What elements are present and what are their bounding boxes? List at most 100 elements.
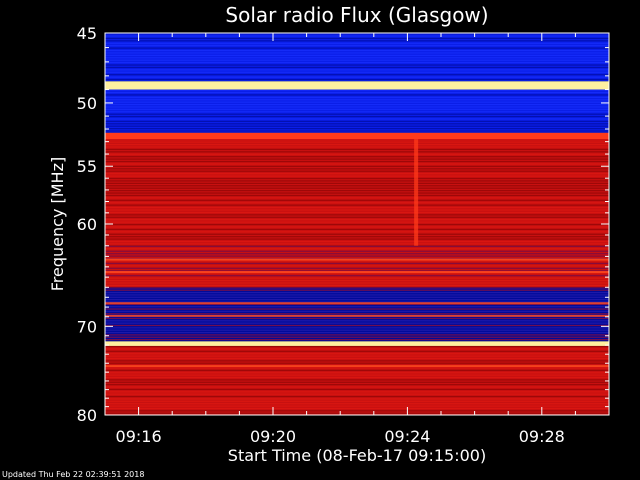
texture-row (105, 301, 609, 303)
texture-row (105, 299, 609, 301)
y-tick-label: 80 (77, 406, 97, 425)
texture-row (105, 219, 609, 221)
x-tick-label: 09:16 (116, 427, 162, 446)
texture-row (105, 199, 609, 201)
texture-row (105, 381, 609, 383)
texture-row (105, 170, 609, 172)
band-saturated (105, 81, 609, 90)
texture-row (105, 306, 609, 308)
texture-row (105, 190, 609, 192)
texture-row (105, 111, 609, 113)
texture-row (105, 231, 609, 233)
texture-row (105, 265, 609, 267)
texture-row (105, 103, 609, 106)
texture-row (105, 187, 609, 189)
texture-row (105, 294, 609, 296)
y-tick-label: 45 (77, 24, 97, 43)
texture-row (105, 233, 609, 235)
texture-row (105, 89, 609, 91)
texture-row (105, 148, 609, 151)
texture-row (105, 405, 609, 407)
texture-row (105, 407, 609, 410)
texture-row (105, 331, 609, 334)
texture-row (105, 180, 609, 182)
texture-row (105, 192, 609, 194)
texture-row (105, 130, 609, 132)
texture-row (105, 270, 609, 272)
texture-row (105, 357, 609, 360)
x-axis-label: Start Time (08-Feb-17 09:15:00) (228, 446, 486, 465)
texture-row (105, 49, 609, 52)
texture-row (105, 69, 609, 71)
texture-row (105, 345, 609, 348)
texture-row (105, 317, 609, 320)
texture-row (105, 185, 609, 187)
texture-row (105, 221, 609, 223)
texture-row (105, 308, 609, 310)
texture-row (105, 62, 609, 64)
texture-row (105, 374, 609, 376)
texture-row (105, 336, 609, 338)
texture-row (105, 113, 609, 115)
x-tick-label: 09:28 (519, 427, 565, 446)
texture-row (105, 287, 609, 289)
texture-row (105, 313, 609, 315)
texture-row (105, 47, 609, 49)
texture-row (105, 353, 609, 355)
texture-row (105, 350, 609, 352)
texture-row (105, 384, 609, 386)
texture-row (105, 284, 609, 287)
texture-row (105, 410, 609, 412)
texture-row (105, 403, 609, 405)
texture-row (105, 206, 609, 209)
texture-row (105, 158, 609, 160)
texture-row (105, 175, 609, 177)
texture-row (105, 106, 609, 108)
texture-row (105, 253, 609, 255)
texture-row (105, 362, 609, 364)
texture-row (105, 173, 609, 175)
texture-row (105, 255, 609, 257)
texture-row (105, 277, 609, 279)
texture-row (105, 216, 609, 218)
texture-row (105, 165, 609, 167)
interference-line (105, 270, 609, 273)
texture-row (105, 236, 609, 238)
texture-row (105, 379, 609, 381)
interference-line (105, 314, 609, 317)
texture-row (105, 310, 609, 312)
texture-row (105, 393, 609, 395)
texture-row (105, 168, 609, 170)
texture-row (105, 338, 609, 341)
texture-row (105, 128, 609, 130)
texture-row (105, 57, 609, 59)
texture-row (105, 163, 609, 165)
texture-row (105, 202, 609, 204)
texture-row (105, 153, 609, 155)
texture-row (105, 120, 609, 122)
texture-row (105, 240, 609, 243)
texture-row (105, 367, 609, 369)
band-high (105, 132, 609, 140)
interference-line (105, 302, 609, 305)
texture-row (105, 108, 609, 110)
texture-row (105, 156, 609, 158)
texture-row (105, 59, 609, 61)
texture-row (105, 115, 609, 118)
texture-row (105, 209, 609, 211)
texture-row (105, 348, 609, 350)
texture-row (105, 197, 609, 199)
texture-row (105, 376, 609, 379)
texture-row (105, 260, 609, 262)
texture-row (105, 320, 609, 322)
texture-row (105, 228, 609, 231)
texture-row (105, 91, 609, 94)
texture-row (105, 160, 609, 163)
texture-row (105, 42, 609, 44)
texture-row (105, 360, 609, 362)
texture-row (105, 78, 609, 81)
texture-row (105, 223, 609, 226)
plot-area (105, 33, 609, 415)
texture-row (105, 245, 609, 247)
